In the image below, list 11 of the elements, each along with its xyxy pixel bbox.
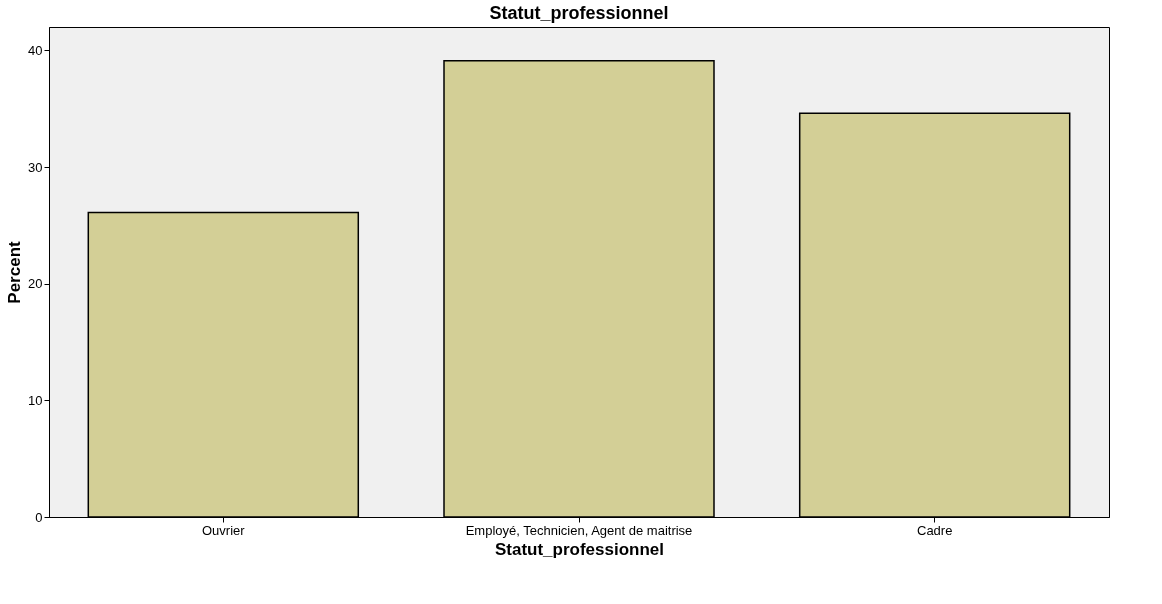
- y-tick-label: 40: [28, 42, 43, 58]
- x-axis-title: Statut_professionnel: [494, 539, 665, 559]
- y-axis-title: Percent: [5, 240, 25, 304]
- chart-title: Statut_professionnel: [489, 3, 669, 23]
- y-tick-label: 10: [28, 392, 43, 408]
- y-tick-label: 0: [35, 509, 43, 525]
- x-tick-label: Employé, Technicien, Agent de maitrise: [465, 522, 693, 538]
- x-tick-label: Cadre: [916, 522, 953, 538]
- x-tick-label: Ouvrier: [201, 522, 246, 538]
- y-tick-label: 30: [28, 159, 43, 175]
- y-tick-label: 20: [28, 276, 43, 292]
